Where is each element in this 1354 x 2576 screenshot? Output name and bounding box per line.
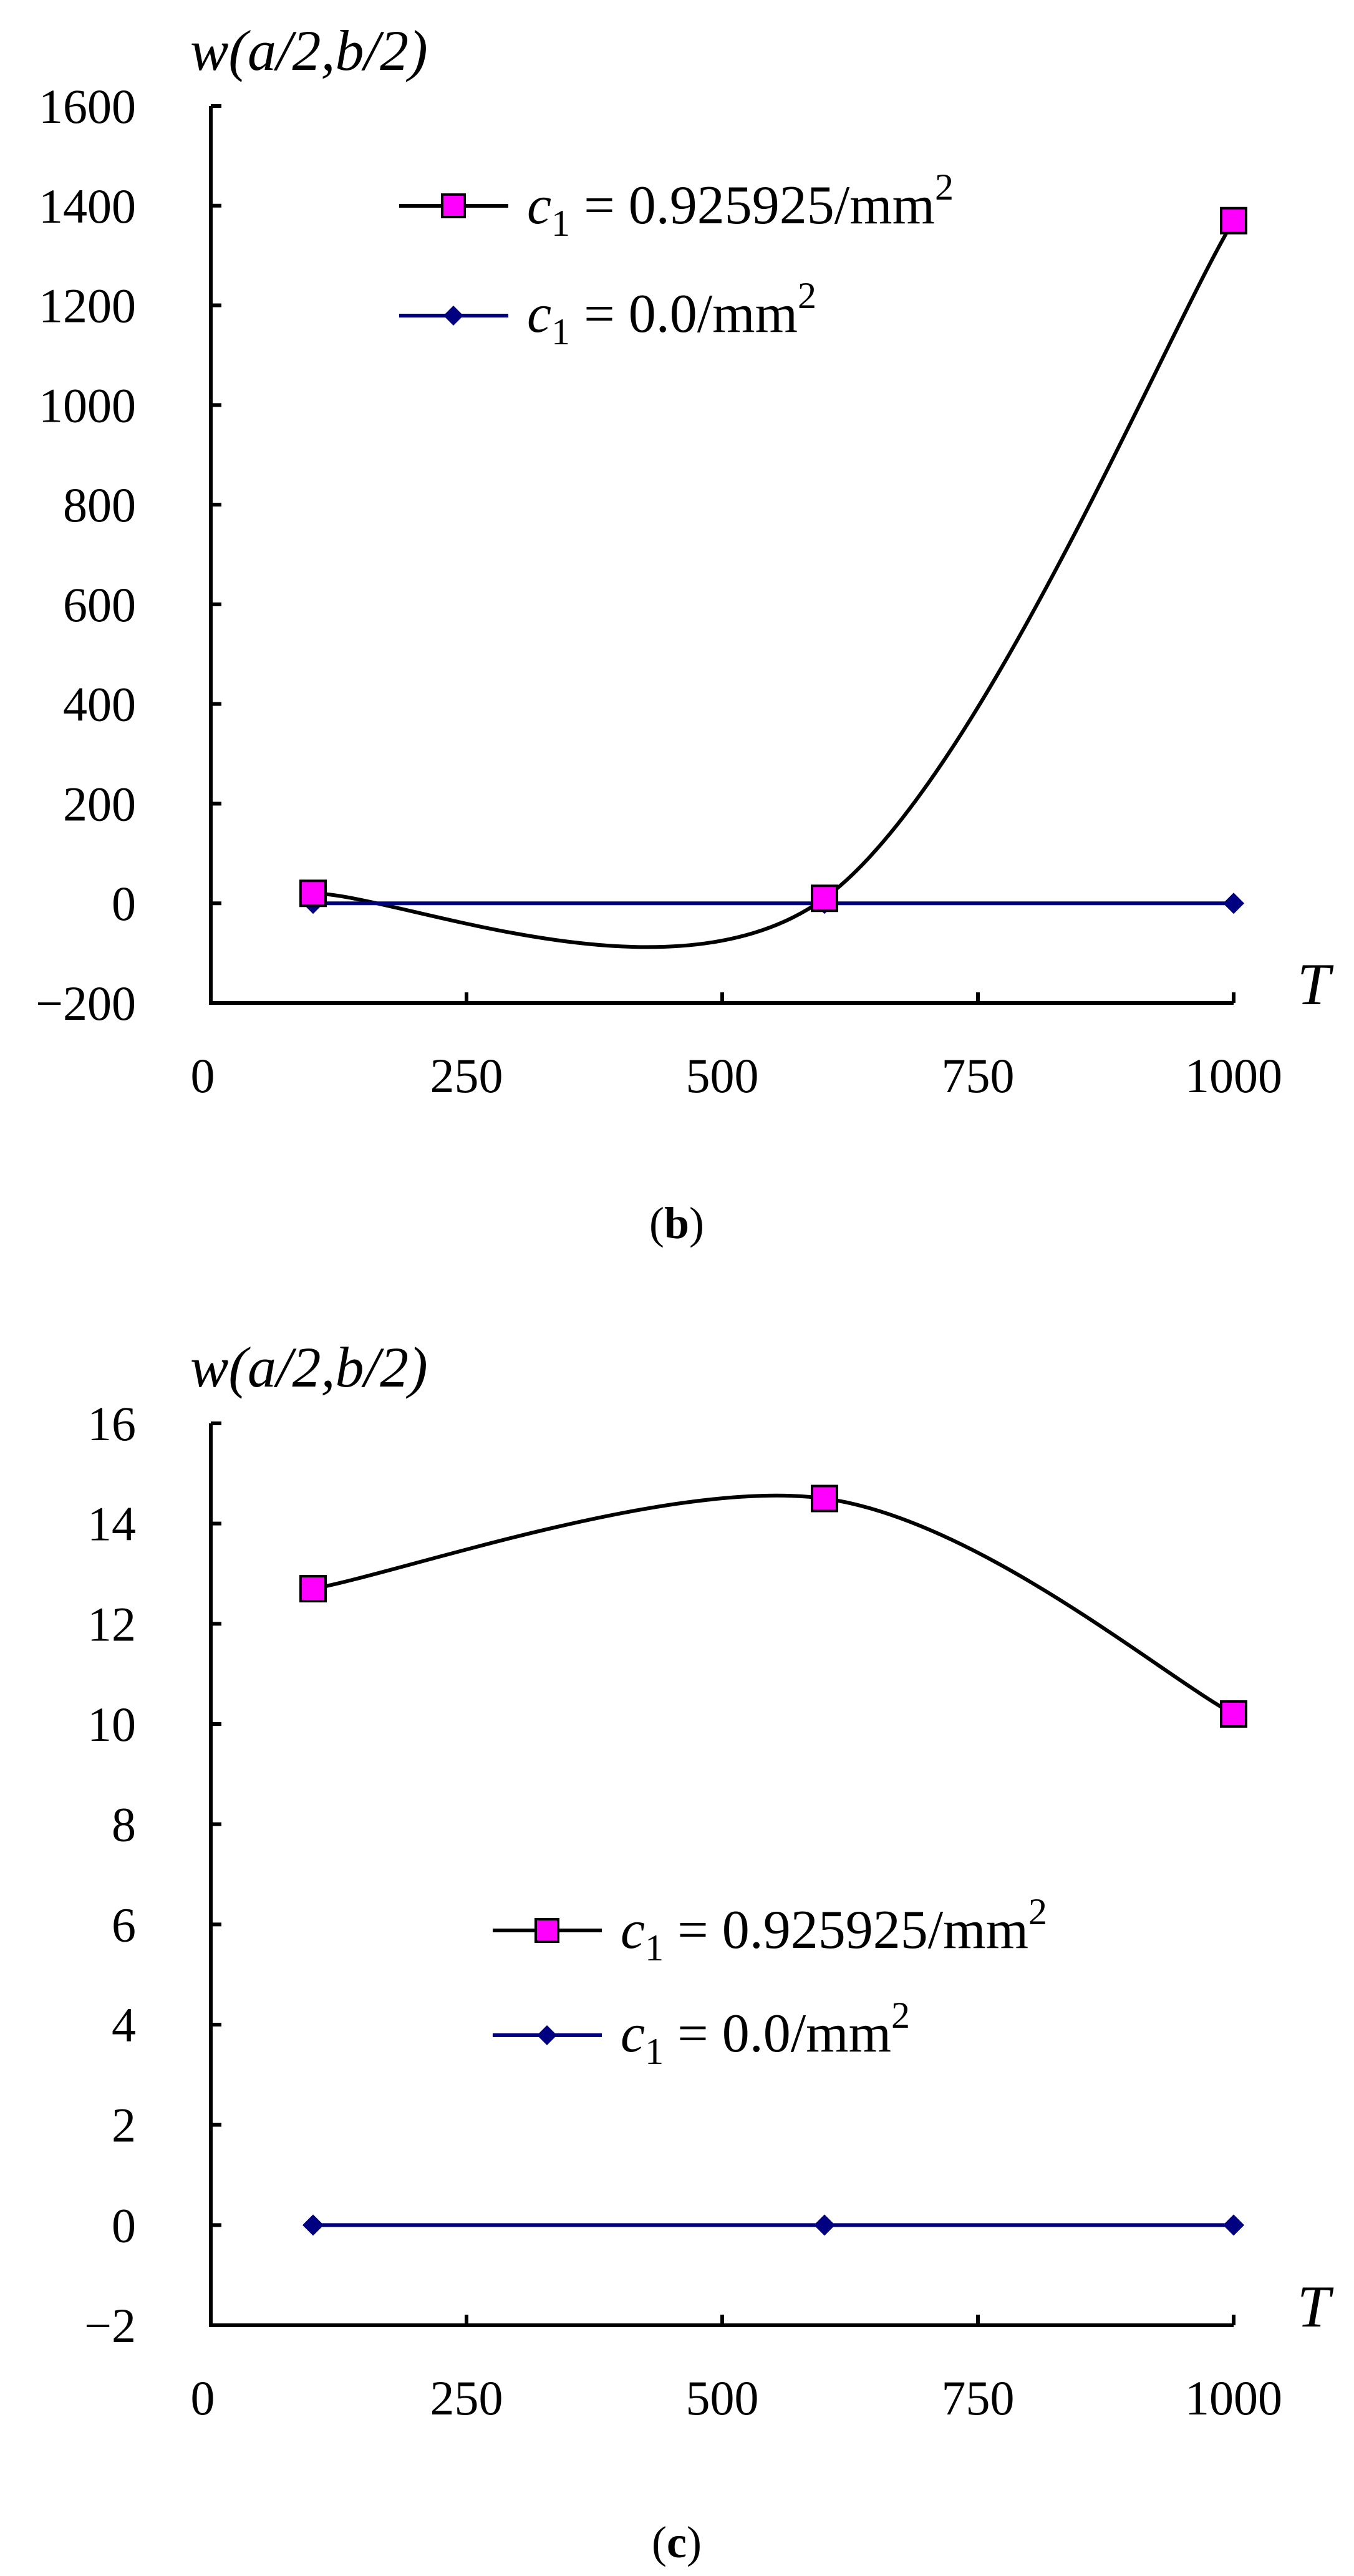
y-tick-label: 1000 xyxy=(39,378,136,432)
y-tick-label: 6 xyxy=(112,1897,136,1952)
y-tick-labels: −2 0 2 4 6 8 10 12 14 16 xyxy=(84,1397,136,2353)
y-tick-label: 8 xyxy=(112,1798,136,1852)
legend-sup: 2 xyxy=(1028,1891,1047,1932)
y-tick-label: 600 xyxy=(63,578,136,632)
x-axis-label: T xyxy=(1297,951,1334,1017)
x-tick-label: 500 xyxy=(686,2371,759,2425)
legend-label-series-1: c1 = 0.925925/mm2 xyxy=(621,1891,1047,1968)
data-point-diamond xyxy=(1223,2214,1244,2236)
series-layer xyxy=(299,206,1247,949)
y-tick-label: 800 xyxy=(63,478,136,532)
legend-sup: 2 xyxy=(935,167,954,208)
x-tick-marks xyxy=(465,992,1236,1003)
legend-marker-square xyxy=(441,193,466,218)
legend-text: = 0.925925/mm xyxy=(570,175,935,236)
y-axis-label: w(a/2,b/2) xyxy=(190,19,428,82)
data-point-square xyxy=(1220,1700,1247,1728)
y-tick-marks xyxy=(211,104,221,1005)
x-tick-label: 0 xyxy=(191,1048,215,1103)
x-tick-labels: 0 250 500 750 1000 xyxy=(191,2371,1283,2425)
legend-marker-square xyxy=(534,1918,559,1943)
data-point-diamond xyxy=(302,2214,324,2236)
y-tick-label: 1200 xyxy=(39,279,136,333)
chart-caption: (b) xyxy=(649,1198,704,1248)
legend-sub: 1 xyxy=(645,2031,664,2072)
legend-item-series-2: c1 = 0.0/mm2 xyxy=(399,275,816,352)
legend-sub: 1 xyxy=(551,203,570,244)
legend-var: c xyxy=(621,1900,645,1960)
x-tick-label: 1000 xyxy=(1185,2371,1282,2425)
y-tick-label: 1400 xyxy=(39,179,136,233)
chart-caption: (c) xyxy=(652,2517,702,2567)
chart-b: w(a/2,b/2) −200 0 200 400 600 800 1000 1200 1400… xyxy=(36,19,1334,1248)
legend-marker-diamond xyxy=(443,306,463,326)
series-line-1 xyxy=(312,1493,1235,1716)
y-tick-label: −200 xyxy=(36,976,136,1030)
x-tick-label: 500 xyxy=(686,1048,759,1103)
legend-label-series-1: c1 = 0.925925/mm2 xyxy=(527,167,954,244)
legend-var: c xyxy=(527,175,551,236)
y-tick-labels: −200 0 200 400 600 800 1000 1200 1400 1600 xyxy=(36,79,136,1030)
legend-sup: 2 xyxy=(798,275,816,316)
legend-sub: 1 xyxy=(645,1927,664,1968)
legend-sub: 1 xyxy=(551,311,570,352)
x-tick-marks xyxy=(465,2315,1236,2325)
series-line-1 xyxy=(312,220,1236,949)
y-tick-label: 16 xyxy=(87,1397,136,1451)
y-tick-label: 2 xyxy=(112,2098,136,2152)
x-tick-labels: 0 250 500 750 1000 xyxy=(191,1048,1283,1103)
x-tick-label: 0 xyxy=(191,2371,215,2425)
legend-item-series-1: c1 = 0.925925/mm2 xyxy=(493,1891,1047,1968)
legend-text: = 0.0/mm xyxy=(570,284,798,344)
data-point-square xyxy=(1220,206,1247,235)
y-tick-label: 400 xyxy=(63,677,136,732)
caption-letter: c xyxy=(667,2517,687,2567)
legend-sup: 2 xyxy=(891,1995,910,2036)
legend-text: = 0.0/mm xyxy=(664,2003,891,2064)
legend-label-series-2: c1 = 0.0/mm2 xyxy=(527,275,816,352)
x-tick-label: 1000 xyxy=(1185,1048,1282,1103)
legend-label-series-2: c1 = 0.0/mm2 xyxy=(621,1995,910,2072)
data-point-square xyxy=(299,879,327,908)
data-point-square xyxy=(811,884,838,913)
x-tick-label: 750 xyxy=(942,1048,1015,1103)
x-tick-label: 250 xyxy=(430,1048,503,1103)
y-tick-label: 10 xyxy=(87,1697,136,1751)
y-tick-label: −2 xyxy=(84,2298,136,2353)
legend-item-series-2: c1 = 0.0/mm2 xyxy=(493,1995,910,2072)
legend-marker-diamond xyxy=(537,2025,557,2045)
data-point-diamond xyxy=(1223,893,1244,914)
y-tick-label: 14 xyxy=(87,1497,136,1551)
x-tick-label: 750 xyxy=(942,2371,1015,2425)
data-point-square xyxy=(811,1484,838,1513)
caption-letter: b xyxy=(664,1198,689,1248)
y-axis-label: w(a/2,b/2) xyxy=(190,1335,428,1399)
legend-var: c xyxy=(621,2003,645,2064)
y-tick-label: 12 xyxy=(87,1597,136,1651)
y-tick-label: 0 xyxy=(112,2198,136,2252)
legend-text: = 0.925925/mm xyxy=(664,1900,1028,1960)
data-point-square xyxy=(299,1575,327,1603)
y-tick-label: 200 xyxy=(63,777,136,831)
legend: c1 = 0.925925/mm2 c1 = 0.0/mm2 xyxy=(493,1891,1047,2072)
series-layer xyxy=(299,1484,1247,2236)
legend-var: c xyxy=(527,284,551,344)
legend: c1 = 0.925925/mm2 c1 = 0.0/mm2 xyxy=(399,167,954,352)
y-tick-label: 0 xyxy=(112,876,136,931)
x-axis-label: T xyxy=(1297,2273,1334,2340)
x-tick-label: 250 xyxy=(430,2371,503,2425)
y-tick-label: 1600 xyxy=(39,79,136,133)
data-point-diamond xyxy=(814,2214,835,2236)
legend-item-series-1: c1 = 0.925925/mm2 xyxy=(399,167,954,244)
y-tick-label: 4 xyxy=(112,1998,136,2052)
y-tick-marks xyxy=(211,1421,221,2327)
